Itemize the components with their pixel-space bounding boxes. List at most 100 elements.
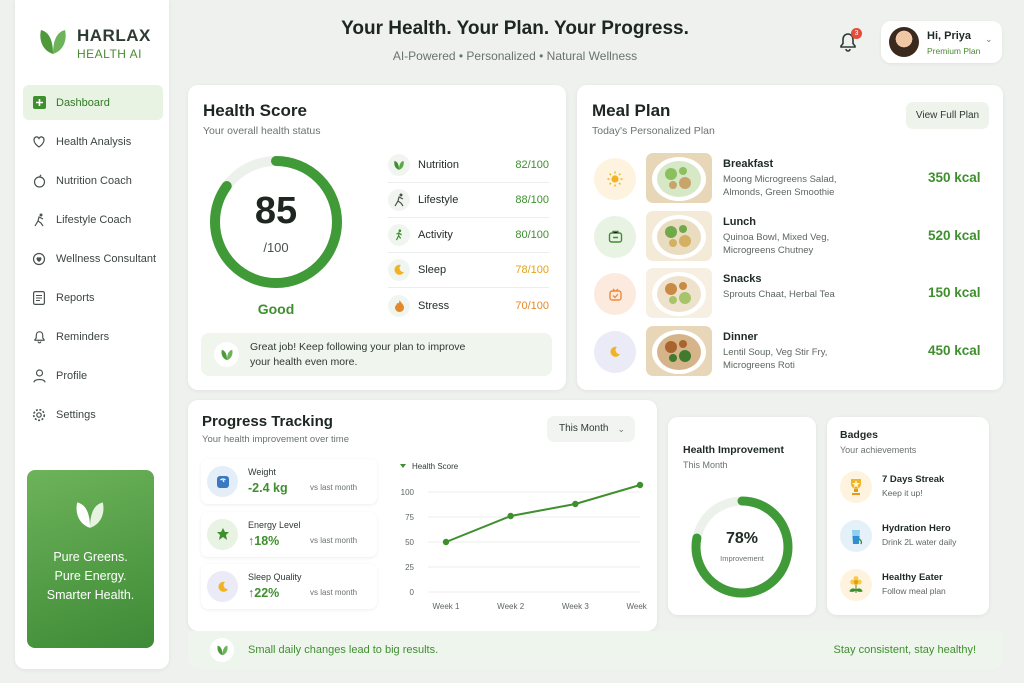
view-full-plan-button[interactable]: View Full Plan <box>906 102 989 129</box>
improvement-title: Health Improvement <box>683 444 784 456</box>
stat-comparison: vs last month <box>310 535 358 545</box>
promo-line-3: Smarter Health. <box>46 588 135 602</box>
promo-card: Pure Greens. Pure Energy. Smarter Health… <box>27 470 154 648</box>
sidebar-item-settings[interactable]: Settings <box>23 397 163 432</box>
user-name: Hi, Priya <box>927 30 972 42</box>
page-title: Your Health. Your Plan. Your Progress. <box>341 18 689 39</box>
meal-plan-subtitle: Today's Personalized Plan <box>592 125 715 137</box>
metric-value: 70/100 <box>515 299 549 312</box>
health-improvement-card: Health Improvement This Month 78% Improv… <box>668 417 816 615</box>
improvement-value: 78% <box>725 530 759 547</box>
stat-value: ↑22% <box>248 586 280 600</box>
sidebar-item-health-analysis[interactable]: Health Analysis <box>23 124 163 159</box>
score-ring <box>210 156 342 288</box>
report-icon <box>32 290 46 305</box>
sidebar-item-profile[interactable]: Profile <box>23 358 163 393</box>
user-icon <box>32 368 46 383</box>
badge-name: Hydration Hero <box>882 523 951 534</box>
sidebar-item-label: Nutrition Coach <box>56 174 132 187</box>
metric-value: 82/100 <box>515 159 549 171</box>
brand-sub: HEALTH AI <box>77 47 142 61</box>
y-tick-label: 25 <box>405 563 414 572</box>
stat-value: -2.4 kg <box>248 481 288 495</box>
scale-icon <box>207 466 238 497</box>
meal-description: Sprouts Chaat, Herbal Tea <box>723 289 835 300</box>
brand-name: HARLAX <box>77 26 151 45</box>
sun-icon <box>594 158 636 200</box>
walk-icon <box>388 224 410 246</box>
sidebar-item-reminders[interactable]: Reminders <box>23 319 163 354</box>
footer-right-text: Stay consistent, stay healthy! <box>833 644 976 656</box>
stat-comparison: vs last month <box>310 483 358 492</box>
y-tick-label: 50 <box>405 538 414 547</box>
sidebar-item-dashboard[interactable]: Dashboard <box>23 85 163 120</box>
sidebar-item-label: Dashboard <box>56 96 110 109</box>
improvement-subtitle: This Month <box>683 460 728 470</box>
meal-description: Moong Microgreens Salad, Almonds, Green … <box>723 174 837 198</box>
meal-name: Snacks <box>723 273 762 285</box>
data-point[interactable] <box>636 481 644 489</box>
moon-icon <box>207 571 238 602</box>
lunchbox-icon <box>594 215 636 258</box>
meal-calories: 350 kcal <box>928 170 981 185</box>
progress-title: Progress Tracking <box>202 413 333 430</box>
stat-value: ↑18% <box>248 533 280 548</box>
metric-row-stress: Stress 70/100 <box>388 288 549 323</box>
metric-row-nutrition: Nutrition 82/100 <box>388 148 549 183</box>
improvement-ring <box>691 496 793 598</box>
data-point[interactable] <box>442 538 450 546</box>
meal-photo <box>646 325 712 376</box>
badges-title: Badges <box>840 429 878 441</box>
sidebar-item-label: Reminders <box>56 330 110 343</box>
meal-photo <box>646 153 712 203</box>
flower-icon <box>840 569 872 601</box>
sidebar-item-wellness-consultant[interactable]: Wellness Consultant <box>23 241 163 276</box>
data-point[interactable] <box>507 512 514 520</box>
score-max: /100 <box>263 240 289 255</box>
run-icon <box>388 189 410 211</box>
meal-row-dinner[interactable]: Dinner Lentil Soup, Veg Stir Fry, Microgr… <box>592 325 992 378</box>
meal-row-breakfast[interactable]: Breakfast Moong Microgreens Salad, Almond… <box>592 153 992 205</box>
tip-text: Great job! Keep following your plan to i… <box>250 341 466 368</box>
health-score-line-chart: 0 25 50 75 100 Week 1 Week 2 Week 3 Week 4 Health… <box>400 462 648 611</box>
promo-line-2: Pure Energy. <box>54 569 127 583</box>
meal-photo <box>646 268 712 318</box>
metric-label: Stress <box>418 299 450 312</box>
meal-calories: 520 kcal <box>928 227 981 243</box>
energy-icon <box>207 518 238 550</box>
page-subtitle: AI-Powered • Personalized • Natural Well… <box>392 49 638 63</box>
stat-comparison: vs last month <box>310 588 358 597</box>
sidebar-item-nutrition-coach[interactable]: Nutrition Coach <box>23 163 163 198</box>
metric-label: Sleep <box>418 264 447 276</box>
apple-icon <box>32 173 46 188</box>
leaf-icon <box>73 498 107 536</box>
leaf-icon <box>388 154 410 176</box>
data-point[interactable] <box>572 500 579 508</box>
period-select-value: This Month <box>559 423 609 434</box>
meal-row-lunch[interactable]: Lunch Quinoa Bowl, Mixed Veg, Microgreens… <box>592 210 992 263</box>
sidebar-item-label: Health Analysis <box>56 135 132 148</box>
brand-logo[interactable]: HARLAX HEALTH AI <box>37 26 151 61</box>
metric-value: 88/100 <box>515 194 549 206</box>
y-tick-label: 75 <box>405 513 414 522</box>
leaf-icon <box>214 342 239 367</box>
user-menu[interactable]: Hi, Priya Premium Plan ⌄ <box>881 21 1002 63</box>
footer-banner: Small daily changes lead to big results.… <box>188 631 1003 669</box>
dashboard-icon <box>32 96 46 110</box>
sidebar-item-reports[interactable]: Reports <box>23 280 163 315</box>
run-icon <box>32 213 46 227</box>
badge-hydration-hero: Hydration Hero Drink 2L water daily <box>840 518 990 554</box>
leaf-icon <box>210 638 234 662</box>
period-select[interactable]: This Month ⌄ <box>547 416 635 442</box>
meal-calories: 450 kcal <box>928 342 981 358</box>
meal-calories: 150 kcal <box>928 285 981 300</box>
progress-card: Progress Tracking Your health improvemen… <box>188 400 657 631</box>
bell-icon <box>32 330 46 344</box>
score-value: 85 <box>254 190 298 232</box>
meal-row-snacks[interactable]: Snacks Sprouts Chaat, Herbal Tea 150 kcal <box>592 268 992 320</box>
y-tick-label: 100 <box>401 488 415 497</box>
sidebar-item-lifestyle-coach[interactable]: Lifestyle Coach <box>23 202 163 237</box>
x-tick-label: Week 2 <box>497 602 525 611</box>
meal-photo <box>646 210 712 261</box>
badges-card: Badges Your achievements 7 Days Streak Ke… <box>827 417 989 615</box>
